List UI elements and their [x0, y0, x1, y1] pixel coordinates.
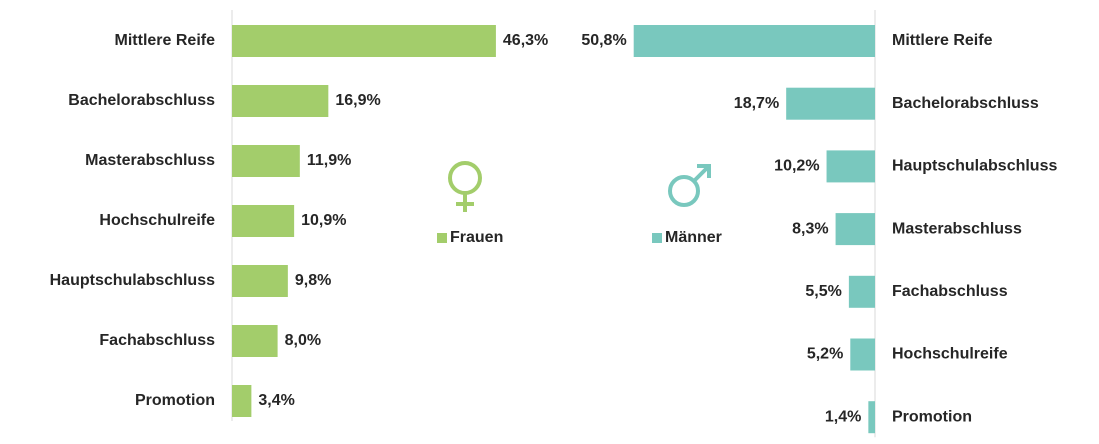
bar	[232, 85, 329, 117]
value-label: 46,3%	[503, 32, 548, 49]
bar	[786, 87, 875, 120]
category-label: Masterabschluss	[85, 152, 215, 169]
category-label: Bachelorabschluss	[892, 95, 1039, 112]
male-symbol	[668, 164, 711, 207]
category-label: Mittlere Reife	[892, 32, 993, 49]
category-label: Fachabschluss	[892, 283, 1008, 300]
legend-swatch	[437, 233, 447, 243]
bar	[850, 338, 875, 371]
value-label: 5,5%	[805, 283, 841, 300]
bar	[848, 275, 875, 308]
category-label: Bachelorabschluss	[68, 92, 215, 109]
value-label: 10,9%	[301, 212, 346, 229]
category-label: Hauptschulabschluss	[892, 158, 1057, 175]
bar	[232, 385, 252, 417]
category-label: Promotion	[135, 392, 215, 409]
value-label: 8,3%	[792, 220, 828, 237]
value-label: 8,0%	[285, 332, 321, 349]
legend-label: Männer	[665, 229, 722, 246]
value-label: 3,4%	[258, 392, 294, 409]
bar	[868, 401, 875, 434]
legend-swatch	[652, 233, 662, 243]
category-label: Masterabschluss	[892, 220, 1022, 237]
category-label: Promotion	[892, 408, 972, 425]
bar	[232, 25, 496, 57]
value-label: 10,2%	[774, 158, 819, 175]
bar	[232, 145, 300, 177]
bar	[232, 325, 278, 357]
legend-label: Frauen	[450, 229, 503, 246]
value-label: 18,7%	[734, 95, 779, 112]
category-label: Mittlere Reife	[115, 32, 216, 49]
bar	[232, 205, 295, 237]
value-label: 11,9%	[307, 152, 351, 169]
bar	[826, 150, 875, 183]
value-label: 50,8%	[581, 32, 626, 49]
category-label: Fachabschluss	[99, 332, 215, 349]
value-label: 16,9%	[335, 92, 380, 109]
category-label: Hochschulreife	[99, 212, 215, 229]
female-symbol	[448, 161, 482, 212]
category-label: Hochschulreife	[892, 346, 1008, 363]
bar	[232, 265, 288, 297]
bar	[633, 25, 875, 57]
category-label: Hauptschulabschluss	[50, 272, 215, 289]
bar	[835, 213, 875, 246]
value-label: 9,8%	[295, 272, 331, 289]
value-label: 1,4%	[825, 408, 861, 425]
value-label: 5,2%	[807, 346, 843, 363]
